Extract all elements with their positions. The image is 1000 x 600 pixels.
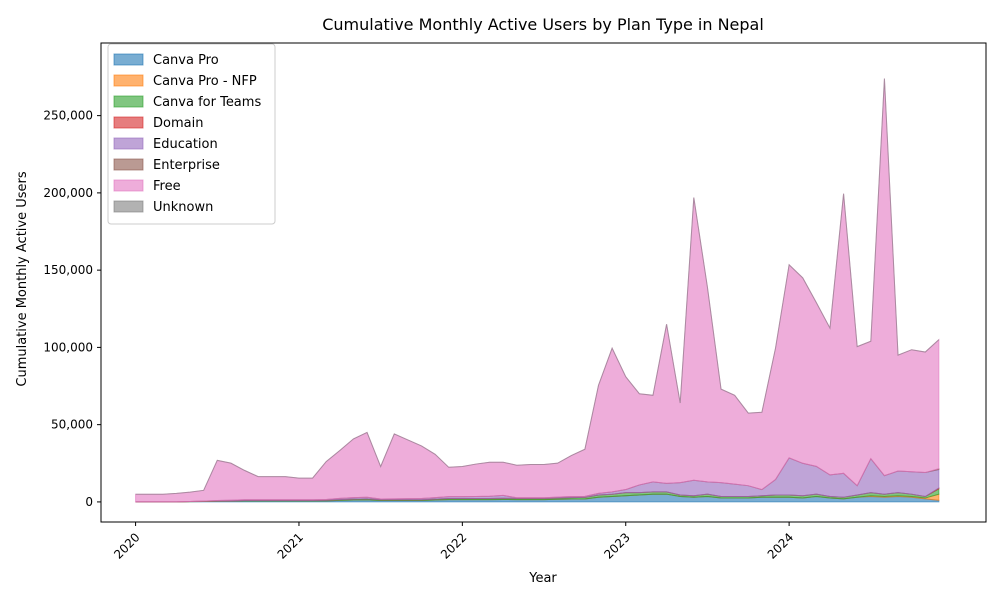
- legend-label: Domain: [153, 116, 203, 131]
- legend-label: Canva for Teams: [153, 95, 261, 110]
- legend-swatch: [113, 200, 144, 213]
- y-tick-label: 150,000: [43, 263, 93, 277]
- legend-swatch: [113, 53, 144, 66]
- legend-swatch: [113, 158, 144, 171]
- y-tick-label: 250,000: [43, 109, 93, 123]
- legend-swatch: [113, 116, 144, 129]
- x-axis-label: Year: [528, 571, 557, 586]
- legend-swatch: [113, 179, 144, 192]
- y-tick-label: 0: [85, 495, 93, 509]
- legend-swatch: [113, 137, 144, 150]
- legend-label: Enterprise: [153, 158, 220, 173]
- legend-label: Free: [153, 179, 181, 194]
- legend-swatch: [113, 95, 144, 108]
- plot-frame: [100, 42, 987, 523]
- y-tick-label: 100,000: [43, 340, 93, 354]
- y-tick-label: 50,000: [51, 418, 93, 432]
- legend-label: Education: [153, 137, 218, 152]
- y-tick-label: 200,000: [43, 186, 93, 200]
- chart-title: Cumulative Monthly Active Users by Plan …: [322, 15, 764, 34]
- legend-label: Unknown: [153, 200, 213, 215]
- y-axis-label: Cumulative Monthly Active Users: [15, 171, 30, 386]
- legend-swatch: [113, 74, 144, 87]
- legend-label: Canva Pro - NFP: [153, 74, 257, 89]
- areas-layer: [135, 78, 940, 503]
- legend-label: Canva Pro: [153, 53, 219, 68]
- legend: Canva Pro Canva Pro - NFP Canva for Teams D…: [107, 43, 276, 225]
- area-unknown: [135, 78, 940, 495]
- legend-box: [107, 43, 276, 225]
